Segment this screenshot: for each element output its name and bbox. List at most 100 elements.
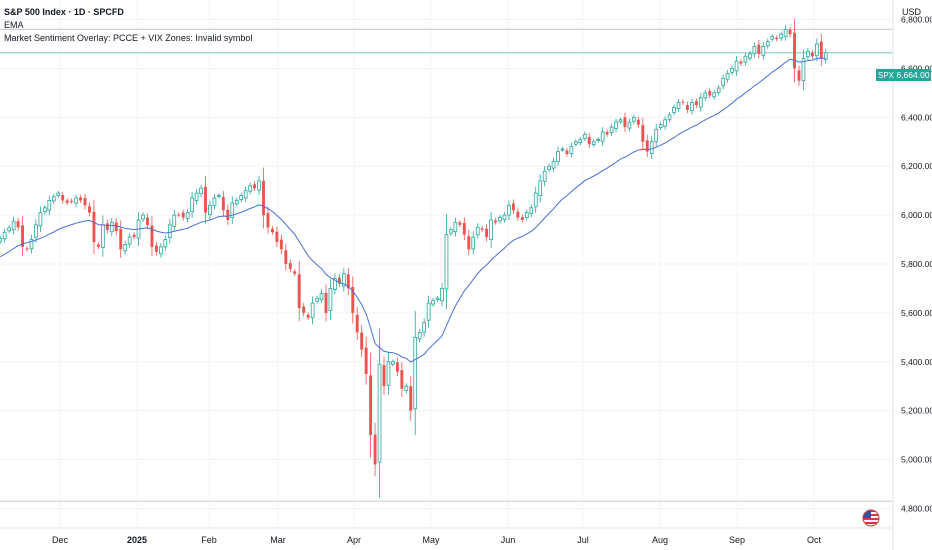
candle-body <box>538 180 543 196</box>
candle-body <box>582 134 587 139</box>
candle-body <box>190 197 194 213</box>
candle-body <box>520 217 524 220</box>
candle-body <box>422 322 427 333</box>
candle-body <box>708 90 712 96</box>
candle <box>485 224 489 242</box>
candle-body <box>364 347 368 374</box>
candle-body <box>542 170 547 182</box>
candle <box>752 42 757 58</box>
candle-body <box>172 214 177 227</box>
candle-body <box>694 101 698 106</box>
candle <box>654 123 659 148</box>
candle <box>743 52 748 66</box>
candle-body <box>596 138 601 141</box>
x-tick-label: Apr <box>347 535 361 545</box>
candle-body <box>204 186 207 213</box>
candle <box>409 376 413 421</box>
candle-body <box>783 28 788 38</box>
candle-body <box>25 248 29 250</box>
candle-body <box>21 225 24 247</box>
candle <box>355 307 359 341</box>
candle-body <box>600 131 605 142</box>
price-label-value-bg <box>896 69 931 81</box>
candle <box>96 242 100 250</box>
candle <box>708 87 712 99</box>
candle-body <box>632 116 636 122</box>
candle <box>730 65 734 76</box>
candle <box>279 234 283 255</box>
candle-body <box>288 263 292 269</box>
candle-body <box>801 58 806 82</box>
candle-body <box>243 190 248 199</box>
candle-body <box>163 239 168 248</box>
candle-body <box>337 277 341 284</box>
candle <box>328 279 333 320</box>
currency-label[interactable]: USD <box>902 7 922 17</box>
y-tick-label: 6,000.00 <box>901 210 932 220</box>
candle-body <box>302 306 306 313</box>
candle <box>641 117 645 150</box>
candle <box>119 220 123 258</box>
candle-body <box>351 286 355 313</box>
candle-body <box>51 196 56 202</box>
candle-body <box>177 214 181 216</box>
candle-body <box>716 87 721 93</box>
candle <box>319 289 324 304</box>
ema-indicator-label[interactable]: EMA <box>4 20 24 30</box>
candle-body <box>770 36 775 40</box>
candle <box>636 116 640 128</box>
candle-body <box>730 68 734 73</box>
candle-body <box>645 140 649 152</box>
candle <box>788 26 792 38</box>
candle <box>694 98 698 108</box>
candle <box>248 182 252 195</box>
candle-body <box>297 274 301 308</box>
candle-body <box>485 228 489 238</box>
candle <box>70 198 74 204</box>
candle-body <box>306 314 310 318</box>
candle-body <box>440 288 444 302</box>
candle-body <box>159 246 163 255</box>
candle-body <box>734 60 739 72</box>
candle <box>306 312 310 321</box>
candle-body <box>56 192 61 196</box>
candle-body <box>690 102 694 111</box>
candle <box>38 206 43 232</box>
ema-line <box>0 57 826 363</box>
candle-body <box>386 361 391 386</box>
candle-body <box>823 52 828 61</box>
candle-body <box>293 271 297 274</box>
candle-body <box>797 70 801 81</box>
candle <box>341 268 346 292</box>
chart-title[interactable]: S&P 500 Index · 1D · SPCFD <box>4 7 124 17</box>
candle-body <box>641 125 645 142</box>
x-tick-label: Dec <box>52 535 69 545</box>
candle-body <box>721 77 725 86</box>
sentiment-indicator-label[interactable]: Market Sentiment Overlay: PCCE + VIX Zon… <box>4 33 253 43</box>
candle <box>177 212 181 218</box>
y-axis-ticks[interactable]: 6,800.00 6,600.00 6,400.00 6,200.00 6,000.00… <box>901 15 932 514</box>
candle-body <box>779 33 783 39</box>
candle-body <box>685 105 689 110</box>
y-tick-label: 6,400.00 <box>901 112 932 122</box>
x-axis-ticks[interactable]: Dec 2025 Feb Mar Apr May Jun Jul Aug Sep Oct <box>52 535 822 545</box>
candle <box>748 50 752 62</box>
candle-body <box>2 231 7 240</box>
candle <box>739 59 743 66</box>
candle-body <box>360 332 364 350</box>
candle <box>109 217 114 237</box>
candle-body <box>114 222 118 231</box>
candle <box>25 246 29 252</box>
candle-body <box>109 222 114 233</box>
y-tick-label: 5,200.00 <box>901 406 932 416</box>
candle <box>310 296 315 325</box>
candle <box>690 98 694 115</box>
candle <box>154 241 158 256</box>
candle <box>275 226 279 248</box>
candle-body <box>404 385 409 392</box>
candle-body <box>199 187 203 195</box>
candle-body <box>270 228 274 233</box>
candle <box>649 136 654 160</box>
us-flag-icon[interactable] <box>862 509 880 527</box>
